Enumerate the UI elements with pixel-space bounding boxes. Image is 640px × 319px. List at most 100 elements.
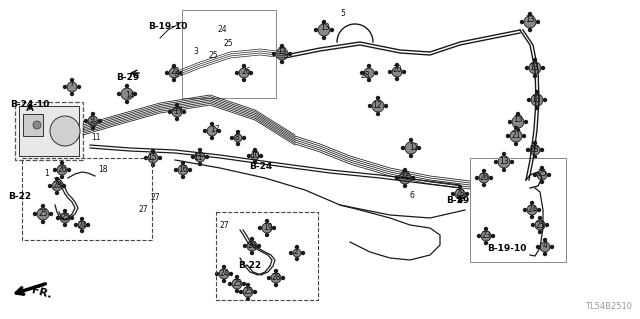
Text: 25: 25 [223,39,233,48]
Circle shape [50,116,80,146]
Circle shape [33,212,36,216]
Circle shape [49,184,51,188]
Circle shape [403,168,406,172]
Circle shape [527,149,529,152]
Circle shape [205,155,209,159]
Circle shape [479,173,489,183]
Text: 10: 10 [250,151,260,160]
Circle shape [52,181,62,191]
Bar [23,114,43,136]
Text: B-22: B-22 [8,192,31,201]
Circle shape [273,226,275,229]
Circle shape [367,64,371,68]
Circle shape [540,242,550,252]
Circle shape [253,160,257,164]
Circle shape [204,130,207,132]
Circle shape [195,152,205,162]
Circle shape [271,273,281,283]
Circle shape [56,217,60,219]
Text: 4: 4 [543,241,547,250]
Circle shape [451,192,454,196]
Circle shape [168,110,172,114]
Circle shape [515,143,518,145]
Circle shape [529,62,541,74]
Circle shape [84,120,88,122]
Circle shape [525,121,527,123]
Circle shape [541,181,543,183]
Circle shape [243,64,246,68]
Text: 3: 3 [193,48,198,56]
Circle shape [236,71,239,75]
Circle shape [243,287,253,297]
Circle shape [237,130,239,133]
Circle shape [399,172,411,184]
Text: 5: 5 [340,9,346,18]
Circle shape [173,78,175,81]
Circle shape [550,246,554,249]
Circle shape [534,155,536,159]
Text: 13: 13 [529,63,539,72]
Text: 2: 2 [294,248,298,256]
Circle shape [253,149,257,152]
Circle shape [527,99,531,101]
Circle shape [223,279,225,283]
Text: 11: 11 [92,133,100,143]
Circle shape [522,135,525,137]
Circle shape [243,283,246,286]
Circle shape [60,213,70,223]
Circle shape [275,284,278,286]
Text: 13: 13 [531,95,541,105]
Circle shape [403,184,406,188]
Circle shape [33,121,41,129]
Circle shape [318,24,330,36]
Circle shape [236,276,239,278]
Text: 6: 6 [410,190,415,199]
Circle shape [257,244,260,248]
Text: 14: 14 [125,91,135,100]
Circle shape [243,78,246,81]
Text: 13: 13 [499,158,509,167]
Circle shape [330,28,333,32]
Circle shape [502,168,506,172]
Circle shape [385,105,387,108]
Text: 20: 20 [392,65,402,75]
Circle shape [243,137,246,139]
Text: 28: 28 [529,145,539,154]
Circle shape [417,146,420,150]
Text: 7: 7 [70,79,74,88]
Circle shape [275,270,278,272]
Circle shape [543,99,547,101]
Circle shape [63,85,67,88]
Circle shape [412,176,415,180]
Circle shape [175,168,177,172]
Circle shape [243,244,246,248]
Circle shape [54,168,56,172]
Circle shape [280,61,284,63]
Text: 13: 13 [320,24,330,33]
Circle shape [323,20,326,24]
Text: FR.: FR. [30,286,52,300]
Circle shape [367,78,371,81]
Bar [470,158,566,262]
Circle shape [458,199,461,203]
Circle shape [182,110,186,114]
Circle shape [232,279,242,289]
Circle shape [323,36,326,40]
Circle shape [410,138,413,142]
Circle shape [364,68,374,78]
Text: 28: 28 [52,181,61,189]
Circle shape [121,88,133,100]
Circle shape [191,155,195,159]
Circle shape [198,149,202,152]
Circle shape [372,100,384,112]
Circle shape [481,231,491,241]
Circle shape [253,291,257,293]
Text: 28: 28 [455,189,465,198]
Circle shape [535,220,545,230]
Text: 24: 24 [527,205,537,214]
Text: 12: 12 [409,143,419,152]
Circle shape [218,130,221,132]
Circle shape [250,251,253,255]
Circle shape [67,168,70,172]
Circle shape [531,216,534,219]
